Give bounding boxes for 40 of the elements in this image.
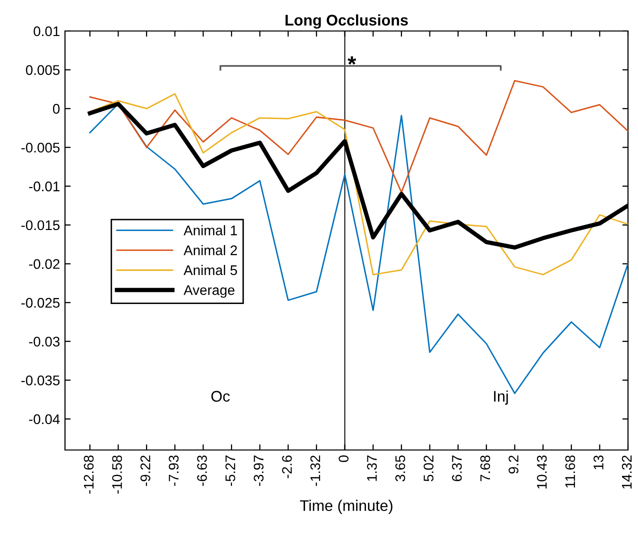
- legend-label: Animal 2: [184, 245, 237, 256]
- x-tick-label: -12.68: [84, 455, 94, 494]
- x-axis-title: Time (minute): [300, 500, 392, 514]
- x-tick-label: -10.58: [112, 455, 122, 494]
- legend-label: Average: [184, 285, 234, 298]
- x-tick-label: 10.43: [536, 455, 547, 489]
- chart-title: Long Occlusions: [286, 14, 408, 29]
- x-tick-label: -9.22: [140, 456, 150, 486]
- x-tick-label: -1.32: [310, 456, 320, 486]
- annotation: Inj: [494, 390, 508, 405]
- annotation: Oc: [211, 390, 230, 402]
- y-tick-label: -0.025: [21, 298, 60, 308]
- y-tick-label: 0.005: [26, 65, 60, 75]
- y-tick-label: -0.03: [29, 336, 60, 347]
- x-tick-label: 6.37: [452, 456, 462, 482]
- y-tick-label: -0.04: [29, 414, 60, 424]
- y-tick-label: 0.01: [34, 26, 60, 36]
- legend-label: Animal 5: [184, 264, 238, 276]
- x-tick-label: 1.37: [367, 456, 377, 481]
- x-tick-label: -2.6: [282, 455, 292, 478]
- x-tick-label: 11.68: [565, 455, 576, 488]
- x-tick-label: 3.65: [395, 455, 406, 482]
- x-tick-label: -5.27: [225, 456, 236, 486]
- x-tick-label: -7.93: [168, 455, 179, 486]
- x-tick-label: 9.2: [508, 456, 518, 474]
- x-tick-label: 7.68: [480, 455, 490, 482]
- y-tick-label: -0.015: [21, 220, 60, 230]
- y-tick-label: -0.01: [29, 182, 60, 192]
- x-tick-label: -3.97: [254, 456, 264, 486]
- x-tick-label: 13: [594, 455, 604, 470]
- x-tick-label: 5.02: [424, 456, 434, 482]
- legend-label: Animal 1: [184, 225, 237, 236]
- x-tick-label: 0: [338, 455, 349, 462]
- y-tick-label: 0: [52, 104, 60, 114]
- x-tick-label: 14.32: [622, 456, 632, 489]
- y-tick-label: -0.035: [21, 376, 60, 386]
- annotation: *: [348, 56, 356, 65]
- x-tick-label: -6.63: [197, 455, 207, 486]
- y-tick-label: -0.005: [21, 142, 60, 153]
- y-tick-label: -0.02: [29, 259, 60, 269]
